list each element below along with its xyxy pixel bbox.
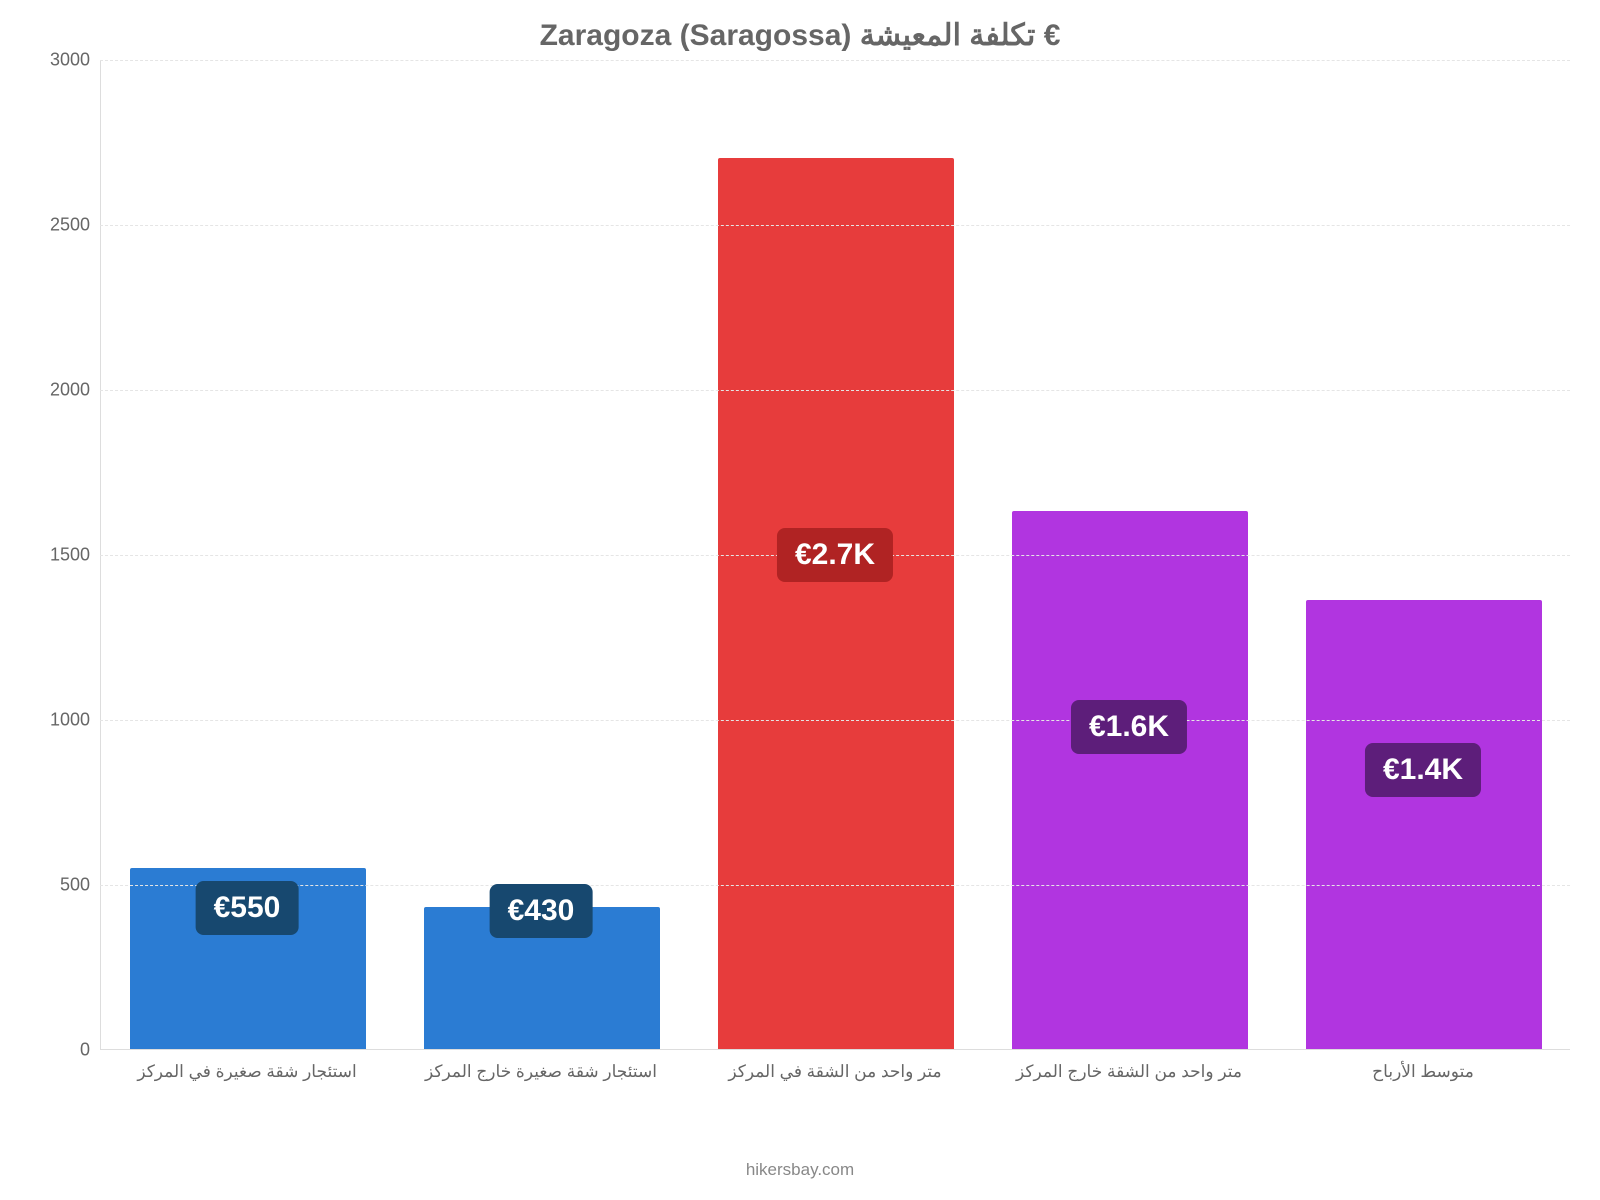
bar (718, 158, 953, 1049)
y-tick-label: 1000 (50, 710, 90, 731)
x-tick-label: استئجار شقة صغيرة في المركز (137, 1062, 356, 1082)
x-tick-label: متر واحد من الشقة خارج المركز (1016, 1062, 1242, 1082)
chart-title: Zaragoza (Saragossa) تكلفة المعيشة € (0, 18, 1600, 53)
grid-line (100, 60, 1570, 61)
bar (1012, 511, 1247, 1049)
bar (1306, 600, 1541, 1049)
x-tick-label: متوسط الأرباح (1372, 1062, 1474, 1082)
x-tick-label: متر واحد من الشقة في المركز (728, 1062, 941, 1082)
bar-value-label: €550 (196, 881, 299, 935)
x-tick-label: استئجار شقة صغيرة خارج المركز (425, 1062, 657, 1082)
bar-value-label: €2.7K (777, 528, 893, 582)
y-tick-label: 2000 (50, 380, 90, 401)
bar-value-label: €1.4K (1365, 743, 1481, 797)
bar-value-label: €1.6K (1071, 700, 1187, 754)
grid-line (100, 885, 1570, 886)
y-tick-label: 3000 (50, 50, 90, 71)
grid-line (100, 225, 1570, 226)
grid-line (100, 720, 1570, 721)
y-tick-label: 2500 (50, 215, 90, 236)
y-tick-label: 1500 (50, 545, 90, 566)
y-tick-label: 0 (80, 1040, 90, 1061)
chart-footer: hikersbay.com (0, 1160, 1600, 1180)
cost-of-living-chart: Zaragoza (Saragossa) تكلفة المعيشة € hik… (0, 0, 1600, 1200)
grid-line (100, 390, 1570, 391)
bar-value-label: €430 (490, 884, 593, 938)
y-tick-label: 500 (60, 875, 90, 896)
